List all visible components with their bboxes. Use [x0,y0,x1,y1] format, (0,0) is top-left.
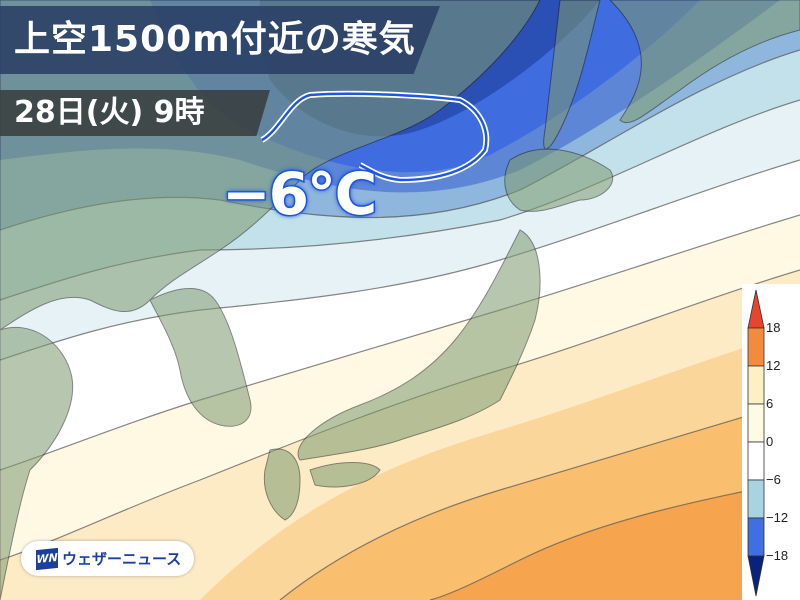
legend-swatch-6-12 [747,365,765,405]
minus6-contour-inner [261,92,488,182]
color-legend: 18 12 6 0 −6 −12 −18 [742,284,800,600]
legend-arrow-bottom [747,555,765,597]
legend-swatch-12-18 [747,327,765,367]
forecast-datetime: 28日(火) 9時 [0,90,270,136]
land-sakhalin [543,0,601,150]
legend-label: 6 [766,396,774,411]
land-shikoku [309,462,381,488]
legend-arrow-top [747,289,765,329]
brand-name: ウェザーニュース [62,550,182,568]
legend-swatch-m12-m6 [747,479,765,519]
legend-label: −18 [766,548,789,563]
weathernews-logo: WN ウェザーニュース [21,541,194,576]
map-title: 上空1500m付近の寒気 [0,6,440,74]
legend-swatch-0-6 [747,403,765,443]
legend-swatch-m6-0 [747,441,765,481]
land-honshu [297,229,541,461]
legend-colorbar [747,289,765,597]
land-china-coast [0,326,74,600]
legend-swatch-m18-m12 [747,517,765,557]
land-korea [149,287,252,427]
legend-label: 18 [766,320,781,335]
wn-logo-mark: WN [36,547,58,570]
legend-label: 0 [766,434,774,449]
temperature-annotation: −6℃ [220,159,378,230]
land-kamchatka-kurils [609,0,800,124]
legend-label: −12 [766,510,789,525]
land-kyushu [263,448,301,521]
legend-label: 12 [766,358,781,373]
land-hokkaido [504,148,613,212]
legend-label: −6 [766,472,781,487]
